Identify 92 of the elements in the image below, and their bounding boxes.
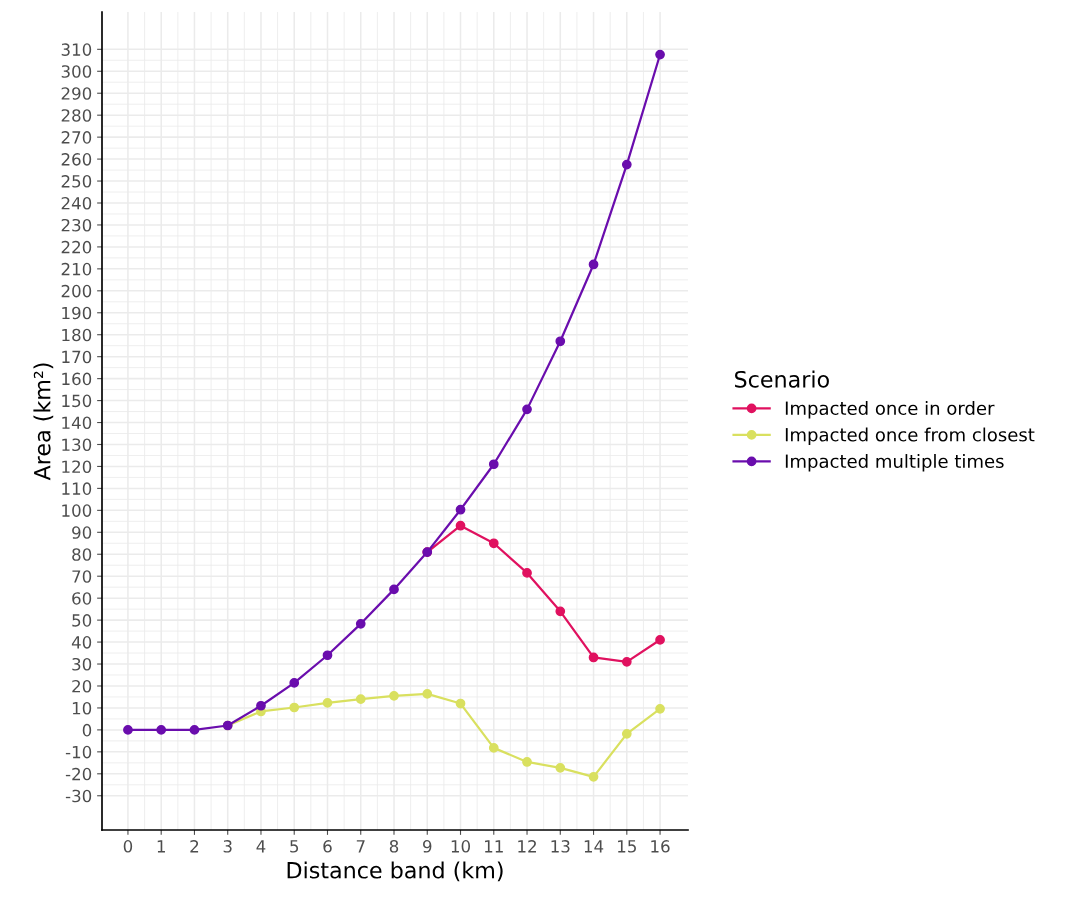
x-tick-label: 6 — [323, 840, 332, 853]
legend-label: Impacted once in order — [785, 401, 995, 419]
legend-label: Impacted multiple times — [785, 454, 1004, 472]
point — [289, 702, 300, 713]
y-tick-label: 80 — [72, 548, 92, 561]
x-tick-label: 12 — [518, 840, 536, 853]
y-tick-label: 250 — [61, 175, 92, 188]
point — [555, 336, 566, 347]
point — [555, 763, 566, 773]
point — [189, 725, 200, 735]
y-tick-label: 90 — [72, 526, 92, 539]
point — [488, 743, 499, 753]
point — [621, 656, 632, 667]
y-tick-label: 210 — [61, 262, 92, 276]
x-tick-label: 5 — [290, 840, 299, 853]
y-tick-label: 290 — [61, 87, 92, 100]
x-axis-title: Distance band (km) — [287, 861, 503, 882]
y-tick-label: 30 — [72, 657, 92, 671]
point — [389, 584, 399, 595]
y-tick-label: 260 — [61, 153, 92, 166]
point — [621, 728, 632, 739]
y-tick-label: 300 — [61, 65, 92, 78]
x-tick-label: 9 — [423, 840, 432, 853]
point — [522, 404, 532, 415]
point — [156, 725, 167, 735]
y-tick-label: 270 — [61, 131, 92, 144]
point — [455, 520, 466, 531]
y-tick-label: 150 — [62, 394, 92, 408]
y-tick-label: 200 — [61, 284, 92, 298]
y-tick-label: 100 — [62, 504, 92, 517]
x-tick-label: 1 — [157, 840, 165, 853]
x-tick-label: 16 — [651, 840, 670, 853]
y-tick-label: 0 — [82, 723, 92, 737]
y-axis-title: Area (km²) — [33, 363, 54, 481]
point — [123, 725, 133, 735]
y-tick-label: 230 — [61, 218, 92, 232]
x-tick-label: 13 — [551, 840, 570, 853]
point — [322, 698, 333, 708]
y-tick-label: 50 — [72, 614, 92, 627]
point — [289, 678, 300, 688]
y-tick-label: -20 — [65, 767, 92, 781]
point — [455, 504, 466, 515]
point — [655, 635, 665, 645]
y-tick-label: 40 — [71, 636, 92, 649]
x-tick-label: 11 — [485, 840, 503, 853]
point — [422, 689, 433, 699]
y-tick-label: 10 — [72, 701, 92, 715]
y-tick-label: 70 — [72, 570, 92, 583]
y-tick-label: 240 — [61, 196, 92, 210]
y-tick-label: 190 — [62, 306, 92, 320]
y-tick-label: 20 — [72, 679, 92, 693]
point — [522, 568, 532, 578]
x-tick-label: 4 — [256, 840, 266, 853]
x-tick-label: 8 — [389, 840, 399, 853]
point — [355, 694, 366, 705]
point — [256, 700, 266, 711]
legend-title: Scenario — [735, 370, 829, 388]
y-tick-label: 120 — [62, 460, 92, 474]
point — [588, 652, 599, 663]
point — [588, 259, 599, 270]
point — [389, 691, 399, 701]
y-tick-label: 110 — [62, 482, 92, 495]
x-tick-label: 0 — [123, 840, 133, 853]
x-tick-label: 3 — [223, 840, 232, 853]
y-tick-label: 310 — [61, 43, 92, 56]
point — [488, 538, 499, 549]
y-tick-label: -10 — [65, 745, 92, 759]
x-tick-label: 7 — [356, 840, 365, 853]
point — [555, 606, 566, 617]
y-tick-label: 160 — [62, 372, 92, 386]
x-tick-label: 10 — [451, 840, 471, 853]
y-tick-label: 60 — [72, 592, 92, 605]
y-tick-label: 220 — [61, 240, 92, 254]
point — [355, 618, 366, 629]
point — [588, 772, 599, 782]
y-tick-label: 130 — [62, 438, 92, 452]
legend-label: Impacted once from closest — [785, 427, 1035, 445]
x-tick-label: 2 — [190, 840, 199, 853]
y-tick-label: 280 — [61, 109, 92, 122]
y-tick-label: 170 — [62, 350, 92, 364]
y-tick-label: 180 — [62, 328, 92, 342]
x-tick-label: 15 — [618, 840, 636, 853]
point — [488, 459, 499, 470]
point — [322, 650, 333, 661]
point — [455, 698, 466, 709]
point — [655, 703, 665, 714]
y-tick-label: -30 — [65, 789, 92, 803]
point — [655, 49, 665, 60]
x-tick-label: 14 — [584, 840, 604, 853]
point — [621, 159, 632, 170]
point — [522, 757, 532, 767]
y-tick-label: 140 — [62, 416, 92, 430]
